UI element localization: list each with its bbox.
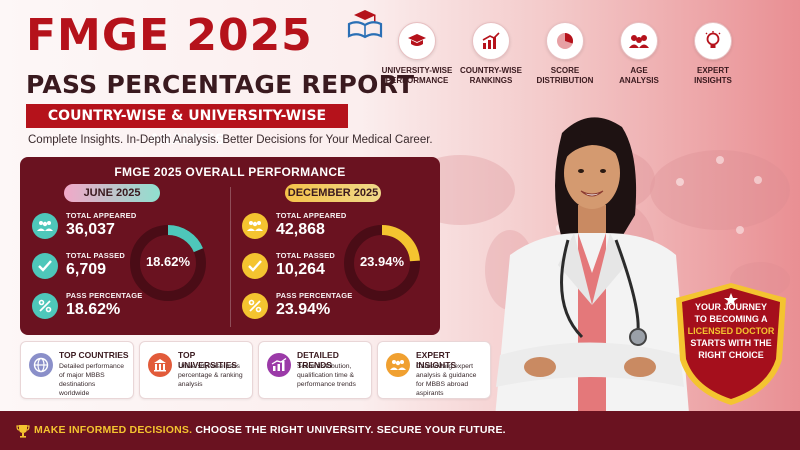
people-icon <box>242 213 268 239</box>
shield-line: RIGHT CHOICE <box>698 350 764 360</box>
banner-text: MAKE INFORMED DECISIONS. CHOOSE THE RIGH… <box>34 424 506 436</box>
stat-label: TOTAL PASSED <box>276 251 335 260</box>
stat-label: PASS PERCENTAGE <box>66 291 143 300</box>
banner-highlight: MAKE INFORMED DECISIONS. <box>34 424 193 436</box>
shield-line: TO BECOMING A <box>694 314 768 324</box>
shield-line: YOUR JOURNEY <box>694 302 767 312</box>
stat-value: 18.62% <box>66 301 121 318</box>
feature-label: PERFORMANCE <box>385 76 449 85</box>
lightbulb-icon <box>694 22 732 60</box>
card-expert-insights[interactable]: EXPERT INSIGHTS CareerMarg expert analys… <box>377 341 491 399</box>
stat-value: 6,709 <box>66 261 107 278</box>
checkmark-icon <box>242 253 268 279</box>
stat-value: 10,264 <box>276 261 325 278</box>
page-title: FMGE 2025 <box>26 10 313 61</box>
card-title: TOP UNIVERSITIES <box>178 350 238 370</box>
june-ring-label: 18.62% <box>145 254 191 269</box>
stat-value: 36,037 <box>66 221 115 238</box>
card-description: Detailed performance of major MBBS desti… <box>59 363 124 397</box>
panel-title: FMGE 2025 OVERALL PERFORMANCE <box>114 165 346 179</box>
stat-label: PASS PERCENTAGE <box>276 291 353 300</box>
feature-label: COUNTRY-WISE <box>460 66 522 75</box>
book-cap-logo-icon <box>347 10 383 39</box>
performance-panel: FMGE 2025 OVERALL PERFORMANCE JUNE 2025 … <box>20 157 440 335</box>
june-pass-ring <box>130 225 206 301</box>
feature-label: AGE <box>630 66 648 75</box>
stat-label: TOTAL PASSED <box>66 251 125 260</box>
globe-icon <box>29 353 53 377</box>
feature-age-analysis[interactable]: AGE ANALYSIS <box>602 22 676 102</box>
feature-label: EXPERT <box>696 66 729 75</box>
feature-country-wise[interactable]: COUNTRY-WISE RANKINGS <box>454 22 528 102</box>
people-icon <box>32 213 58 239</box>
feature-label: RANKINGS <box>469 76 513 85</box>
stat-value: 23.94% <box>276 301 331 318</box>
doctor-illustration <box>492 117 692 450</box>
feature-label: DISTRIBUTION <box>536 76 594 85</box>
card-title: TOP COUNTRIES <box>59 350 129 360</box>
shield-badge <box>676 283 786 405</box>
december-pass-percentage: PASS PERCENTAGE 23.94% <box>242 289 362 325</box>
banner-rest: CHOOSE THE RIGHT UNIVERSITY. SECURE YOUR… <box>192 424 506 436</box>
bottom-banner: MAKE INFORMED DECISIONS. CHOOSE THE RIGH… <box>0 411 800 450</box>
card-detailed-trends[interactable]: DETAILED TRENDS Score distribution, qual… <box>258 341 372 399</box>
june-total-appeared: TOTAL APPEARED 36,037 <box>32 209 152 245</box>
people-icon <box>620 22 658 60</box>
page-subtitle: PASS PERCENTAGE REPORT <box>26 70 415 99</box>
shield-text: YOUR JOURNEY TO BECOMING A LICENSED DOCT… <box>678 301 784 361</box>
bar-chart-icon <box>472 22 510 60</box>
feature-expert-insights[interactable]: EXPERT INSIGHTS <box>676 22 750 102</box>
june-ring-arc <box>130 225 206 301</box>
percent-icon <box>32 293 58 319</box>
december-ring-label: 23.94% <box>359 254 405 269</box>
feature-university-wise[interactable]: UNIVERSITY-WISE PERFORMANCE <box>380 22 454 102</box>
december-session-pill: DECEMBER 2025 <box>285 184 381 202</box>
feature-row: UNIVERSITY-WISE PERFORMANCE COUNTRY-WISE R… <box>380 22 750 102</box>
feature-label: UNIVERSITY-WISE <box>381 66 453 75</box>
panel-divider <box>230 187 231 327</box>
june-total-passed: TOTAL PASSED 6,709 <box>32 249 152 285</box>
trend-chart-icon <box>267 353 291 377</box>
stat-value: 42,868 <box>276 221 325 238</box>
feature-label: INSIGHTS <box>694 76 732 85</box>
june-pass-percentage: PASS PERCENTAGE 18.62% <box>32 289 152 325</box>
december-pass-ring <box>344 225 420 301</box>
december-ring-arc <box>344 225 420 301</box>
people-icon <box>386 353 410 377</box>
june-session-pill: JUNE 2025 <box>64 184 160 202</box>
title-ribbon: COUNTRY-WISE & UNIVERSITY-WISE ANALYSIS <box>26 104 348 148</box>
card-description: CareerMarg expert analysis & guidance fo… <box>416 363 477 397</box>
trophy-icon <box>16 425 30 438</box>
shield-line-highlight: LICENSED DOCTOR <box>687 326 775 336</box>
card-title: DETAILED TRENDS <box>297 350 339 370</box>
feature-label: SCORE <box>550 66 580 75</box>
december-total-appeared: TOTAL APPEARED 42,868 <box>242 209 362 245</box>
feature-label: ANALYSIS <box>619 76 659 85</box>
stat-label: TOTAL APPEARED <box>276 211 347 220</box>
graduation-cap-icon <box>398 22 436 60</box>
pie-chart-icon <box>546 22 584 60</box>
card-title: EXPERT INSIGHTS <box>416 350 457 370</box>
card-description: Score distribution, qualification time &… <box>297 363 356 388</box>
tagline: Complete Insights. In-Depth Analysis. Be… <box>28 134 433 146</box>
card-top-countries[interactable]: TOP COUNTRIES Detailed performance of ma… <box>20 341 134 399</box>
building-icon <box>148 353 172 377</box>
stat-label: TOTAL APPEARED <box>66 211 137 220</box>
card-description: University-wise pass percentage & rankin… <box>178 363 243 388</box>
percent-icon <box>242 293 268 319</box>
checkmark-icon <box>32 253 58 279</box>
december-total-passed: TOTAL PASSED 10,264 <box>242 249 362 285</box>
card-top-universities[interactable]: TOP UNIVERSITIES University-wise pass pe… <box>139 341 253 399</box>
shield-line: STARTS WITH THE <box>690 338 772 348</box>
feature-score-distribution[interactable]: SCORE DISTRIBUTION <box>528 22 602 102</box>
